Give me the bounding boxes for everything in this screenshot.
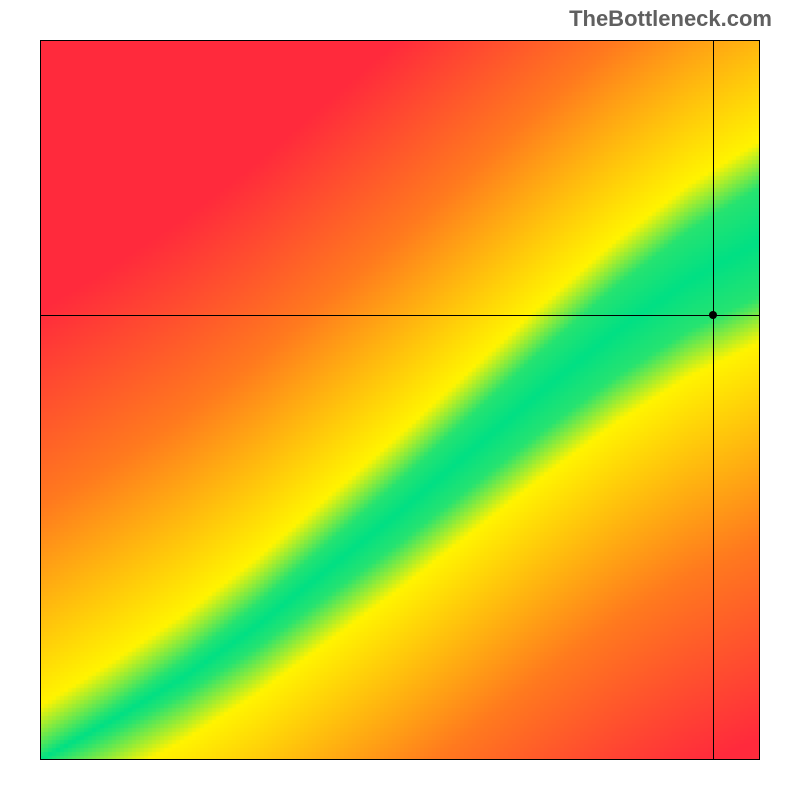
bottleneck-heatmap bbox=[40, 40, 760, 760]
watermark-text: TheBottleneck.com bbox=[569, 6, 772, 32]
